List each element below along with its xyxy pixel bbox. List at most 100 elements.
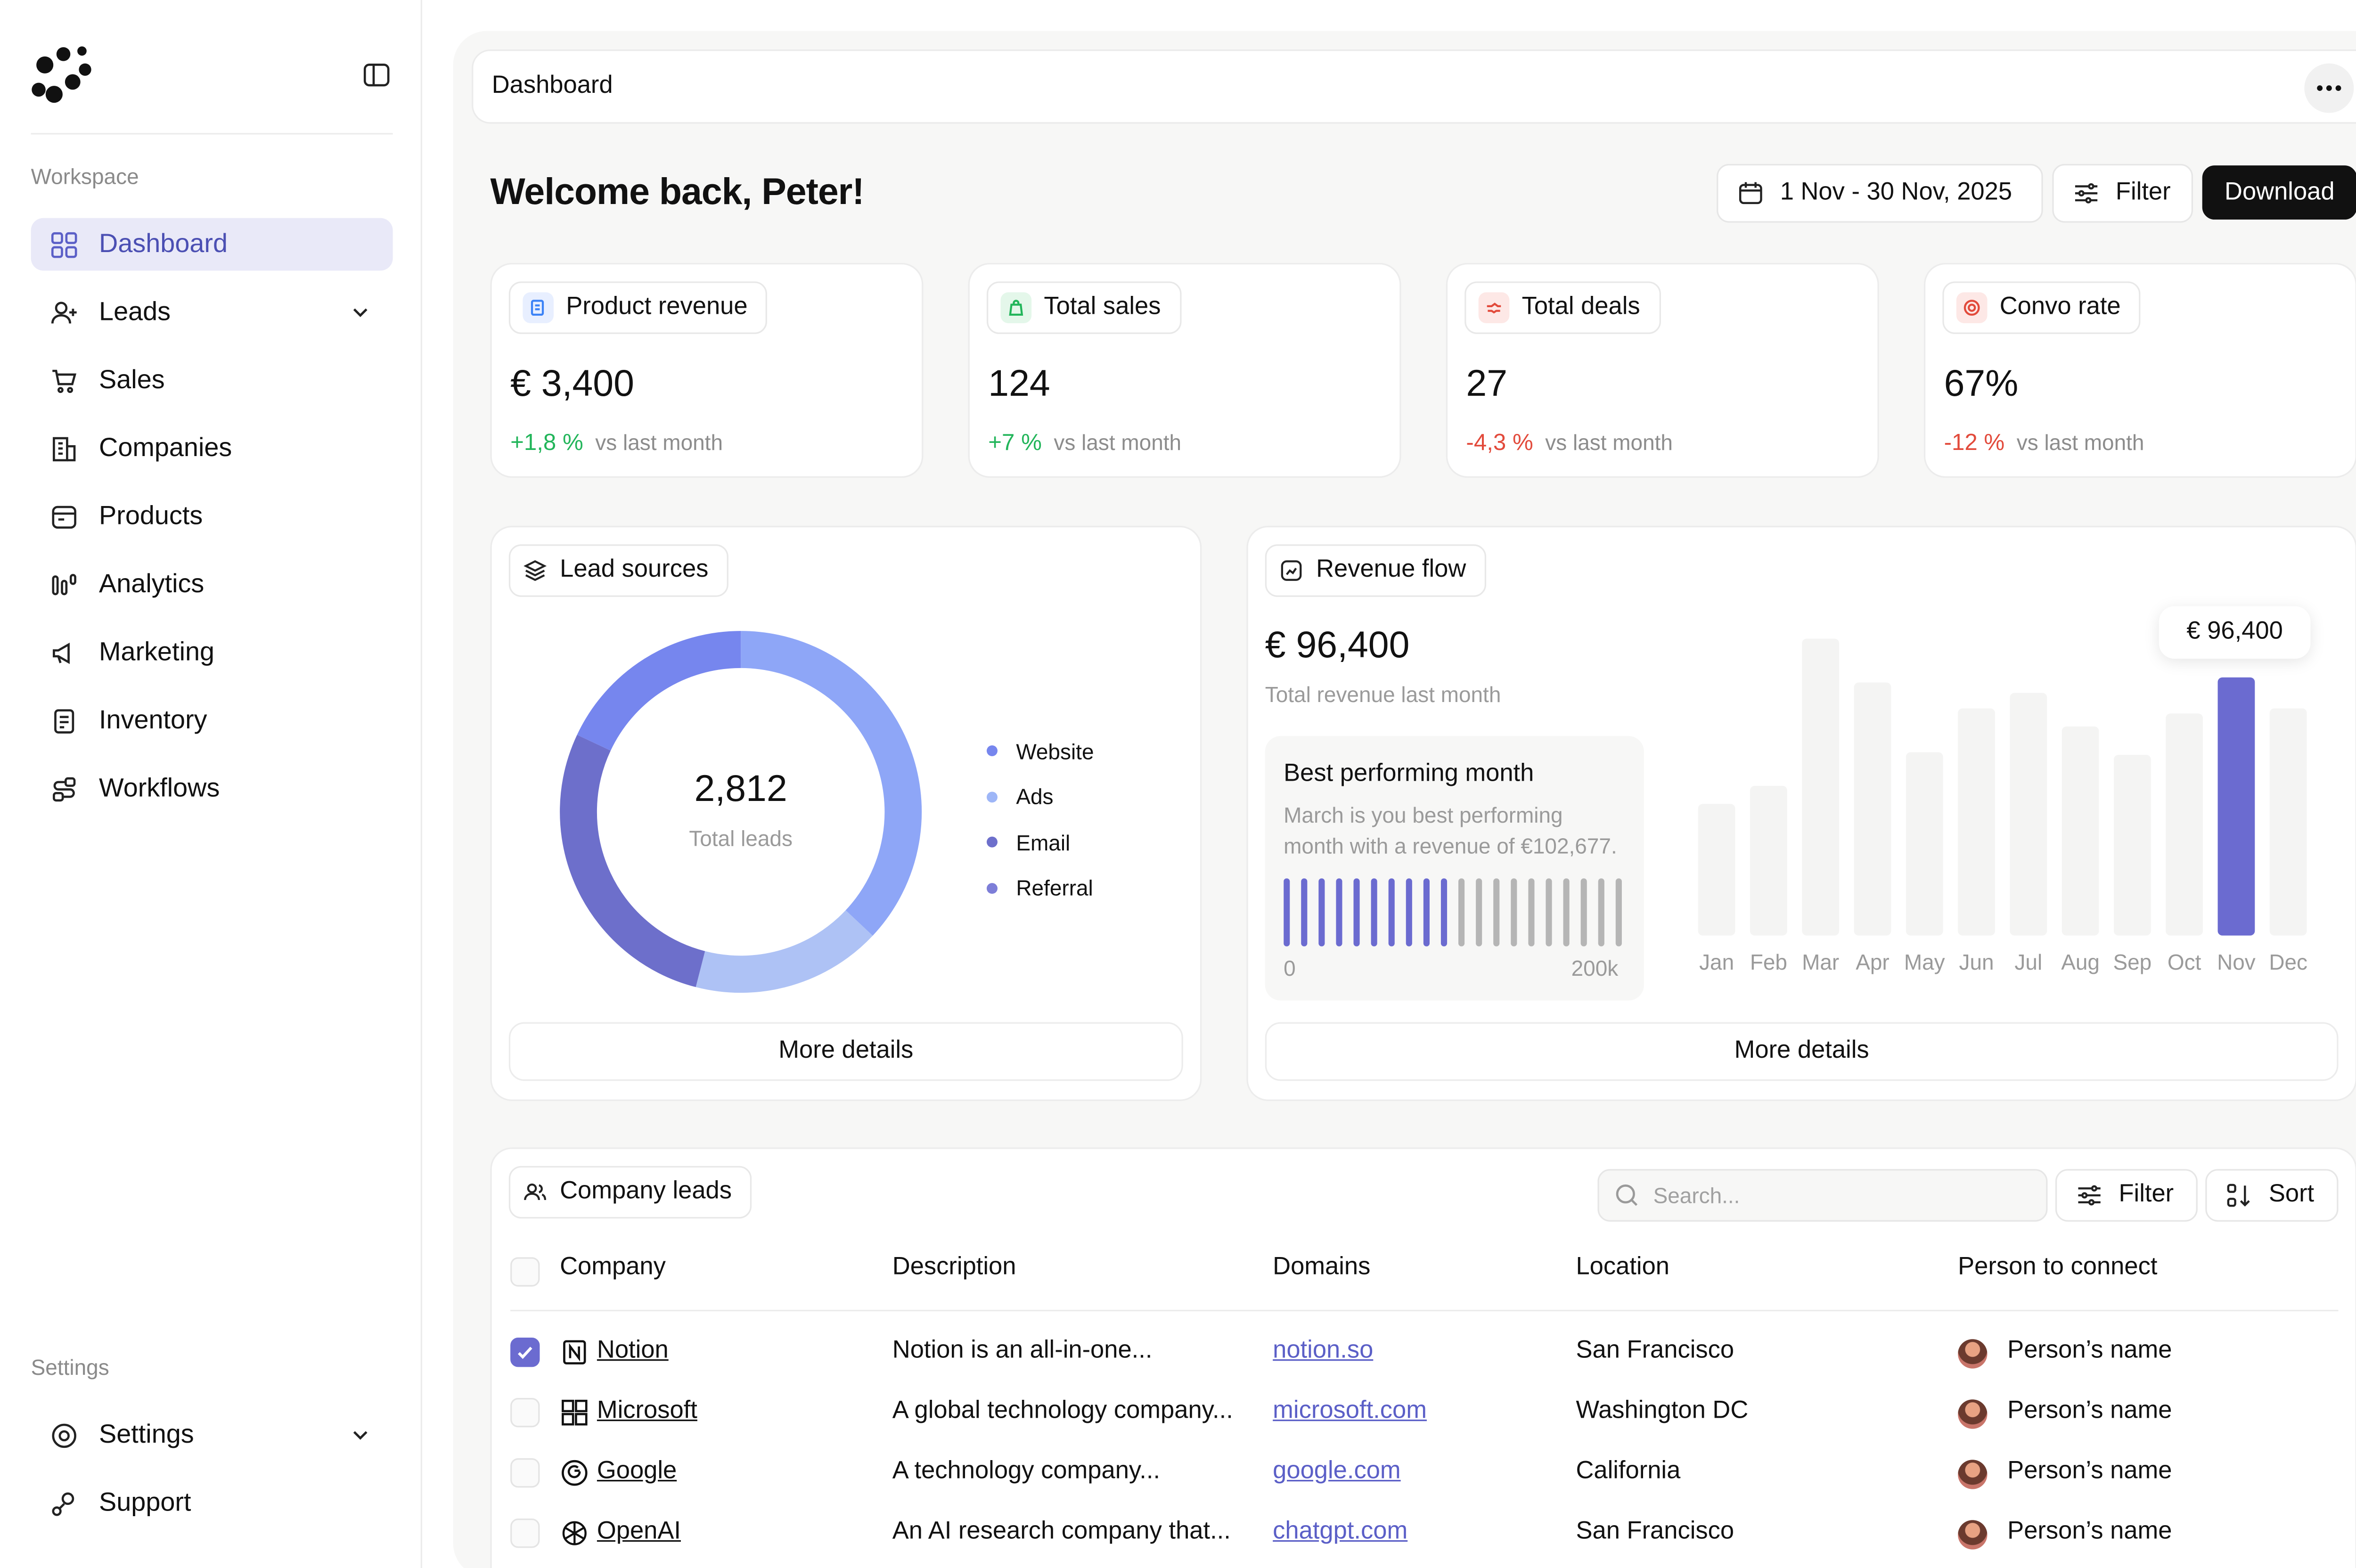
select-all-checkbox[interactable] — [510, 1257, 540, 1287]
stat-card-header: Convo rate — [1942, 281, 2141, 334]
sidebar-item-marketing[interactable]: Marketing — [31, 626, 393, 679]
donut-slice-email[interactable] — [560, 735, 705, 988]
sidebar-item-workflows[interactable]: Workflows — [31, 762, 393, 815]
box-icon — [52, 505, 76, 528]
legend-item: Email — [986, 820, 1094, 866]
x-tick-label: Nov — [2217, 950, 2256, 974]
progress-tick — [1353, 878, 1360, 947]
legend-dot — [986, 745, 998, 757]
legend-label: Website — [1016, 739, 1094, 764]
brand-logo-icon[interactable] — [31, 43, 93, 105]
calendar-icon — [1739, 182, 1762, 204]
column-header-location[interactable]: Location — [1576, 1254, 1670, 1281]
company-description: A technology company... — [892, 1458, 1161, 1485]
bar-jun[interactable] — [1958, 708, 1995, 936]
sidebar-item-settings[interactable]: Settings — [31, 1409, 393, 1462]
chart-tooltip: € 96,400 — [2159, 606, 2311, 659]
revenue-flow-card: Revenue flow € 96,400 Total revenue last… — [1246, 525, 2356, 1101]
bar-jul[interactable] — [2010, 693, 2047, 936]
best-month-panel: Best performing month March is you best … — [1265, 736, 1644, 1001]
stat-card-product-revenue: Product revenue € 3,400 +1,8 % vs last m… — [490, 262, 924, 478]
company-name-link[interactable]: Notion — [597, 1338, 669, 1364]
workflow-icon — [53, 776, 76, 801]
person-name[interactable]: Person’s name — [2007, 1519, 2172, 1545]
stat-change: +7 % — [988, 430, 1042, 457]
table-filter-button[interactable]: Filter — [2055, 1169, 2198, 1222]
company-name-link[interactable]: OpenAI — [597, 1519, 681, 1545]
revenue-more-details-button[interactable]: More details — [1265, 1022, 2339, 1081]
legend-item: Ads — [986, 774, 1094, 820]
filter-button[interactable]: Filter — [2052, 163, 2193, 223]
google-logo-icon — [562, 1460, 588, 1486]
row-checkbox[interactable] — [510, 1458, 540, 1488]
sidebar-item-leads[interactable]: Leads — [31, 286, 393, 339]
stat-card-total-deals: Total deals 27 -4,3 % vs last month — [1446, 262, 1879, 478]
scale-max-label: 200k — [1571, 956, 1619, 980]
progress-tick — [1615, 878, 1622, 947]
bar-may[interactable] — [1906, 752, 1943, 936]
donut-slice-ads[interactable] — [695, 910, 873, 993]
sidebar-item-companies[interactable]: Companies — [31, 422, 393, 475]
sidebar-item-products[interactable]: Products — [31, 490, 393, 543]
bar-sep[interactable] — [2113, 755, 2151, 936]
company-location: California — [1576, 1458, 1681, 1485]
revenue-subtitle: Total revenue last month — [1265, 682, 1501, 707]
chart-legend: Website Ads Email Referral — [986, 728, 1094, 911]
person-name[interactable]: Person’s name — [2007, 1338, 2172, 1364]
column-header-company[interactable]: Company — [560, 1254, 666, 1281]
sidebar-item-analytics[interactable]: Analytics — [31, 558, 393, 611]
bar-nov[interactable] — [2217, 677, 2255, 936]
sidebar-item-dashboard[interactable]: Dashboard — [31, 218, 393, 271]
person-name[interactable]: Person’s name — [2007, 1458, 2172, 1485]
column-header-description[interactable]: Description — [892, 1254, 1016, 1281]
company-domain-link[interactable]: notion.so — [1273, 1338, 1374, 1364]
bar-dec[interactable] — [2269, 708, 2307, 936]
more-options-button[interactable] — [2304, 63, 2354, 113]
stat-value: 67% — [1944, 363, 2019, 405]
row-checkbox[interactable] — [510, 1519, 540, 1548]
row-checkbox[interactable] — [510, 1398, 540, 1428]
company-name-link[interactable]: Microsoft — [597, 1398, 697, 1424]
search-input[interactable]: Search... — [1597, 1169, 2048, 1222]
sidebar-item-support[interactable]: Support — [31, 1477, 393, 1529]
sidebar-item-label: Sales — [99, 365, 165, 394]
sort-button[interactable]: Sort — [2205, 1169, 2339, 1222]
company-domain-link[interactable]: microsoft.com — [1273, 1398, 1427, 1424]
progress-tick — [1598, 878, 1604, 947]
person-name[interactable]: Person’s name — [2007, 1398, 2172, 1424]
column-header-domains[interactable]: Domains — [1273, 1254, 1371, 1281]
best-month-progress-ticks — [1284, 878, 1622, 947]
donut-slice-website[interactable] — [741, 631, 922, 936]
bar-feb[interactable] — [1750, 785, 1787, 936]
support-icon — [52, 1492, 74, 1515]
sidebar-item-inventory[interactable]: Inventory — [31, 694, 393, 747]
company-domain-link[interactable]: google.com — [1273, 1458, 1401, 1485]
filter-sliders-icon — [2078, 1185, 2101, 1206]
company-name-link[interactable]: Google — [597, 1458, 677, 1485]
sidebar-item-label: Products — [99, 501, 203, 531]
bar-oct[interactable] — [2166, 713, 2203, 936]
sidebar-item-sales[interactable]: Sales — [31, 354, 393, 407]
bag-icon — [1000, 292, 1032, 323]
progress-tick — [1440, 878, 1448, 947]
bar-aug[interactable] — [2062, 726, 2099, 936]
bar-jan[interactable] — [1698, 804, 1735, 936]
company-domain-link[interactable]: chatgpt.com — [1273, 1519, 1408, 1545]
donut-slice-referral[interactable] — [577, 631, 741, 751]
sidebar-toggle-icon[interactable] — [362, 60, 391, 90]
lead-sources-more-details-button[interactable]: More details — [508, 1022, 1183, 1081]
sidebar-item-label: Dashboard — [99, 229, 228, 259]
column-header-person[interactable]: Person to connect — [1958, 1254, 2158, 1281]
page-title: Dashboard — [491, 73, 613, 99]
chevron-down-icon[interactable] — [350, 302, 371, 323]
legend-dot — [986, 882, 998, 894]
avatar — [1958, 1460, 1988, 1489]
row-checkbox[interactable] — [510, 1338, 540, 1367]
bar-mar[interactable] — [1802, 638, 1840, 936]
download-button[interactable]: Download — [2202, 165, 2356, 220]
bar-apr[interactable] — [1854, 682, 1891, 936]
date-range-picker[interactable]: 1 Nov - 30 Nov, 2025 — [1717, 163, 2043, 223]
chevron-down-icon[interactable] — [350, 1424, 371, 1446]
company-leads-title: Company leads — [560, 1178, 732, 1205]
filter-sliders-icon — [2075, 183, 2098, 204]
